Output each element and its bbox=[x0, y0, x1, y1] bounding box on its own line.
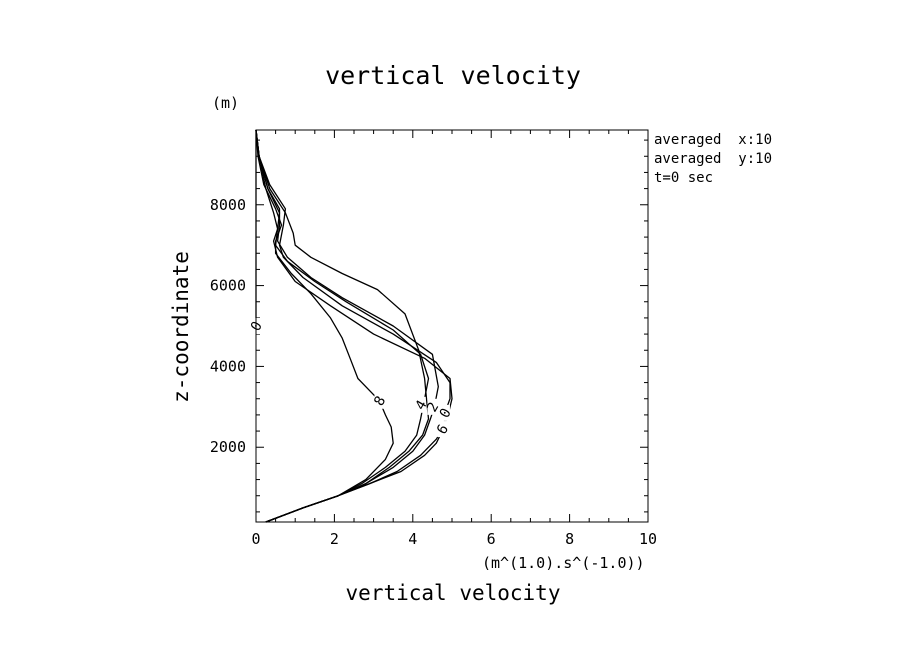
series-line-6 bbox=[255, 129, 453, 523]
curve-label-backing bbox=[439, 404, 450, 421]
y-tick-label: 8000 bbox=[210, 196, 246, 214]
x-axis-ticks: 0 2 4 6 8 10 bbox=[251, 130, 657, 548]
x-tick-label: 6 bbox=[487, 530, 496, 548]
annotation-averaged-x: averaged x:10 bbox=[654, 132, 772, 148]
y-tick-label: 2000 bbox=[210, 438, 246, 456]
curve-label-backing bbox=[415, 396, 426, 413]
series-line-2 bbox=[255, 129, 439, 523]
series-line-unlabeled bbox=[255, 129, 430, 523]
chart-title: vertical velocity bbox=[325, 61, 581, 90]
series-line-4 bbox=[255, 129, 430, 523]
y-unit-label: (m) bbox=[212, 94, 239, 112]
y-axis-label: z-coordinate bbox=[169, 251, 193, 403]
curve-label-backing bbox=[437, 421, 448, 438]
plot-frame bbox=[255, 129, 649, 523]
curve-label-backing bbox=[374, 392, 385, 409]
y-tick-label: 6000 bbox=[210, 277, 246, 295]
x-unit-label: (m^(1.0).s^(-1.0)) bbox=[482, 554, 645, 572]
annotation-averaged-y: averaged y:10 bbox=[654, 151, 772, 167]
series-lines bbox=[255, 129, 453, 523]
x-tick-label: 8 bbox=[565, 530, 574, 548]
x-axis-label: vertical velocity bbox=[346, 581, 561, 605]
y-tick-label: 4000 bbox=[210, 357, 246, 375]
series-line-10 bbox=[255, 129, 451, 523]
curve-label-backing bbox=[427, 398, 438, 415]
x-tick-label: 4 bbox=[408, 530, 417, 548]
x-tick-label: 0 bbox=[251, 530, 260, 548]
y-axis-ticks: 2000 4000 6000 8000 bbox=[210, 139, 648, 513]
annotation-time: t=0 sec bbox=[654, 170, 713, 186]
x-tick-label: 10 bbox=[639, 530, 657, 548]
x-tick-label: 2 bbox=[330, 530, 339, 548]
series-line-8 bbox=[255, 129, 394, 523]
